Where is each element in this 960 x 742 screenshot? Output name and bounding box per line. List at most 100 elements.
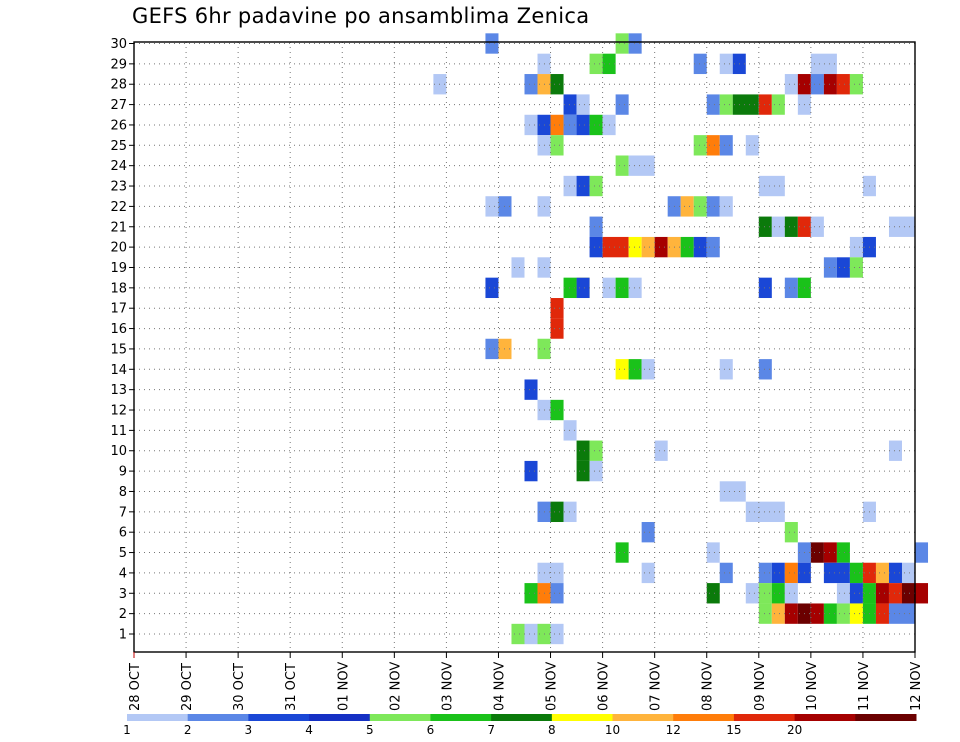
heatmap-cell <box>719 53 733 75</box>
colorbar-label: 15 <box>726 723 741 737</box>
heatmap-cell <box>836 603 850 624</box>
heatmap-cell <box>576 114 590 136</box>
heatmap-cell <box>888 603 915 624</box>
heatmap-cell <box>576 440 590 461</box>
heatmap-cell <box>550 623 564 645</box>
colorbar-label: 12 <box>666 723 681 737</box>
heatmap-cell <box>706 94 720 115</box>
heatmap-cell <box>771 583 785 604</box>
y-tick-label: 15 <box>110 342 127 357</box>
colorbar-label: 7 <box>487 723 495 737</box>
heatmap-cell <box>849 562 863 584</box>
heatmap-cell <box>485 33 499 54</box>
heatmap-cell <box>524 379 538 400</box>
colorbar-label: 6 <box>427 723 435 737</box>
heatmap-cell <box>550 583 564 604</box>
y-tick-label: 23 <box>110 180 127 195</box>
heatmap-cell <box>550 318 564 339</box>
colorbar-swatch <box>733 714 796 721</box>
heatmap-cell <box>550 501 564 523</box>
heatmap-cell <box>784 562 798 584</box>
heatmap-cell <box>758 359 772 380</box>
heatmap-cell <box>719 562 733 584</box>
heatmap-cell <box>745 583 759 604</box>
colorbar-swatch <box>551 714 614 721</box>
colorbar-label: 8 <box>548 723 556 737</box>
heatmap-cell <box>654 236 668 258</box>
y-tick-label: 1 <box>119 628 127 643</box>
heatmap-cell <box>589 440 603 461</box>
heatmap-cell <box>550 114 564 136</box>
heatmap-cell <box>550 135 564 156</box>
x-tick-label: 08 NOV <box>701 662 716 711</box>
heatmap-cells <box>433 33 929 645</box>
heatmap-cell <box>719 481 746 502</box>
heatmap-cell <box>771 603 785 624</box>
chart-title: GEFS 6hr padavine po ansamblima Zenica <box>132 4 590 28</box>
heatmap-cell <box>901 562 915 584</box>
y-tick-label: 18 <box>110 281 127 296</box>
heatmap-cell <box>563 94 577 115</box>
y-tick-label: 19 <box>110 261 127 276</box>
colorbar-swatch <box>612 714 674 721</box>
y-axis: 1234567891011121314151617181920212223242… <box>110 37 134 643</box>
colorbar-label: 3 <box>245 723 253 737</box>
colorbar-label: 2 <box>184 723 192 737</box>
heatmap-cell <box>628 236 642 258</box>
y-tick-label: 10 <box>110 444 127 459</box>
x-tick-label: 07 NOV <box>649 662 664 711</box>
heatmap-cell <box>706 236 720 258</box>
y-tick-label: 3 <box>119 587 127 602</box>
heatmap-cell <box>706 583 720 604</box>
heatmap-cell <box>524 623 538 645</box>
x-tick-label: 30 OCT <box>232 663 247 711</box>
heatmap-cell <box>758 175 785 197</box>
colorbar-label: 1 <box>123 723 131 737</box>
heatmap-cell <box>849 74 863 95</box>
heatmap-cell <box>758 216 772 237</box>
heatmap-cell <box>706 135 720 156</box>
heatmap-cell <box>771 216 785 237</box>
y-tick-label: 24 <box>110 159 127 174</box>
colorbar-swatch <box>673 714 735 721</box>
heatmap-cell <box>784 216 798 237</box>
heatmap-cell <box>758 583 772 604</box>
colorbar-swatch <box>855 714 917 721</box>
heatmap-cell <box>563 114 577 136</box>
heatmap-cell <box>615 155 629 176</box>
heatmap-cell <box>563 420 577 441</box>
heatmap-cell <box>901 583 915 604</box>
y-tick-label: 16 <box>110 322 127 337</box>
heatmap-cell <box>576 460 590 482</box>
heatmap-cell <box>771 562 785 584</box>
colorbar-swatch <box>127 714 189 721</box>
heatmap-cell <box>836 542 850 563</box>
heatmap-cell <box>784 603 798 624</box>
heatmap-cell <box>680 196 694 217</box>
heatmap-cell <box>784 277 798 299</box>
heatmap-cell <box>849 583 863 604</box>
heatmap-cell <box>823 542 837 563</box>
y-tick-label: 14 <box>110 363 127 378</box>
heatmap-cell <box>706 196 720 217</box>
x-tick-label: 09 NOV <box>753 662 768 711</box>
heatmap-cell <box>810 603 824 624</box>
colorbar-swatch <box>369 714 431 721</box>
heatmap-cell <box>641 562 655 584</box>
heatmap-cell <box>563 501 577 523</box>
y-tick-label: 13 <box>110 383 127 398</box>
colorbar-swatch <box>430 714 492 721</box>
heatmap-cell <box>485 277 499 299</box>
heatmap-cell <box>680 236 694 258</box>
heatmap-cell <box>784 522 798 543</box>
heatmap-cell <box>758 94 772 115</box>
heatmap-cell <box>602 236 629 258</box>
x-tick-label: 04 NOV <box>492 662 507 711</box>
heatmap-cell <box>849 257 863 278</box>
colorbar-swatch <box>794 714 856 721</box>
x-tick-label: 01 NOV <box>336 662 351 711</box>
x-tick-label: 12 NOV <box>909 662 924 711</box>
y-tick-label: 20 <box>110 241 127 256</box>
heatmap-cell <box>849 236 863 258</box>
heatmap-cell <box>732 94 759 115</box>
